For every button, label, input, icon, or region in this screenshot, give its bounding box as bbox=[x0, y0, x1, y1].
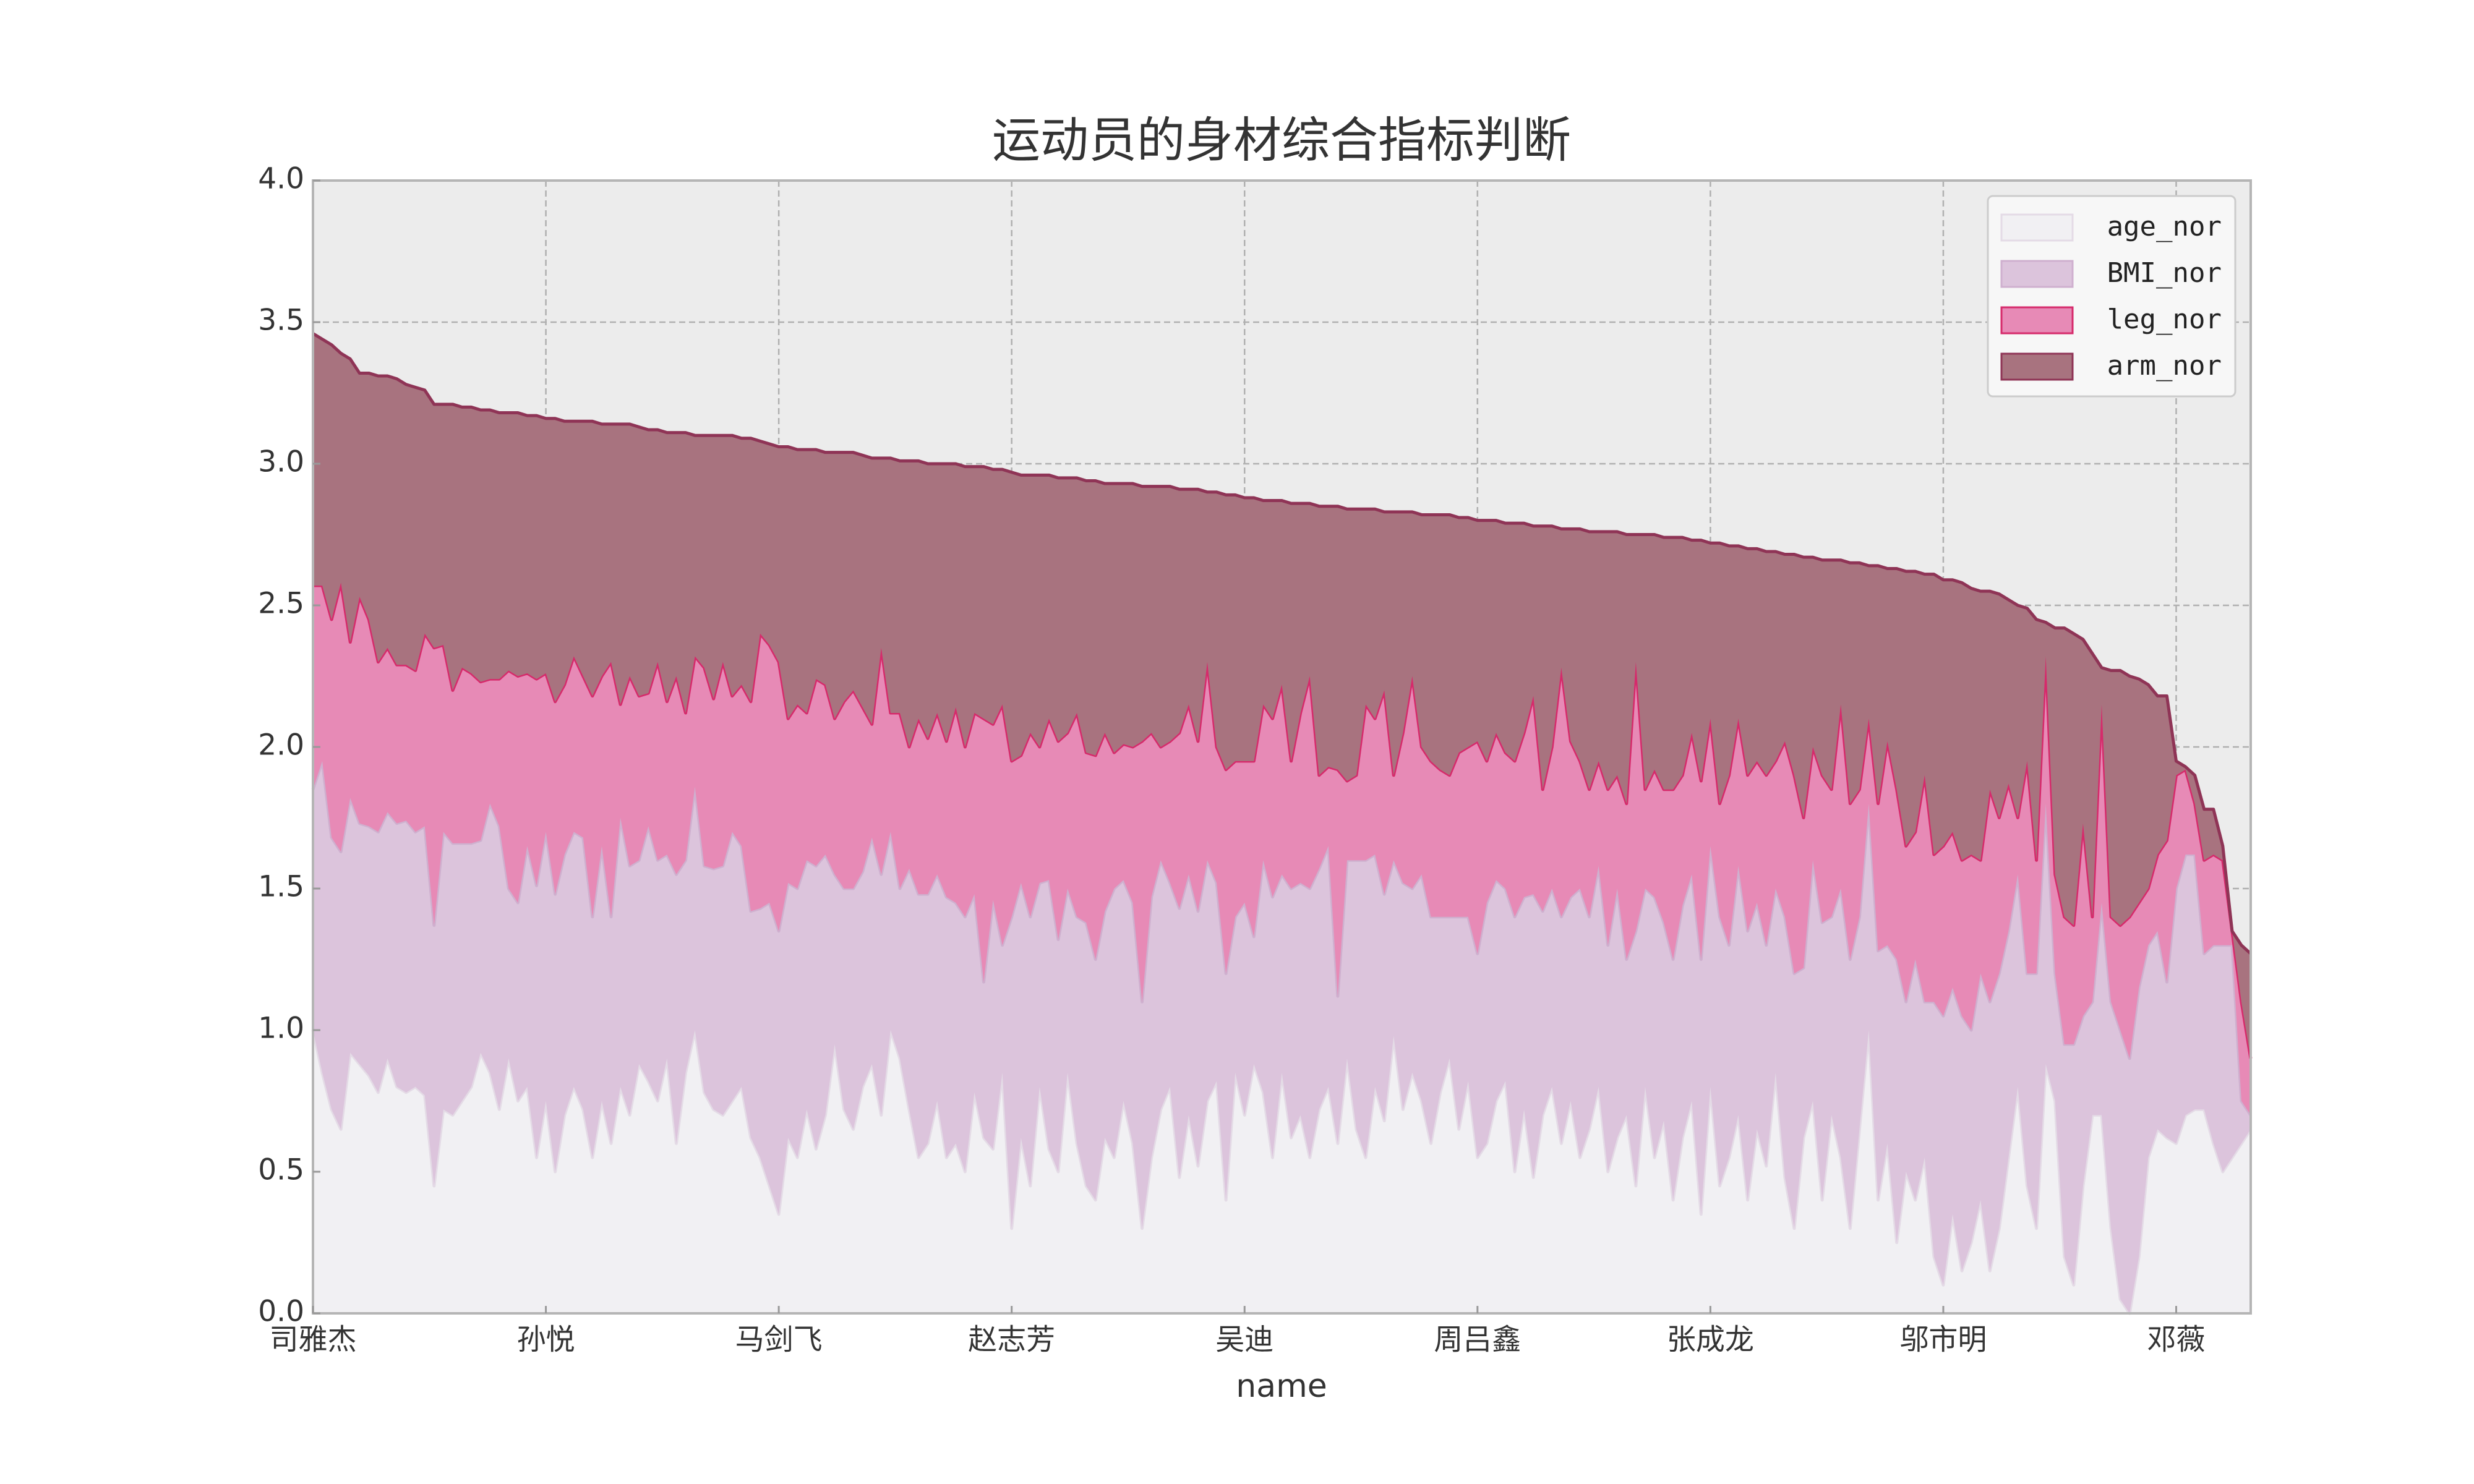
x-tick-label: 邓薇 bbox=[2147, 1323, 2206, 1357]
legend: age_nor BMI_nor leg_nor arm_nor bbox=[1987, 195, 2236, 398]
legend-label: age_nor bbox=[2107, 211, 2222, 242]
x-tick-label: 孙悦 bbox=[517, 1323, 575, 1357]
x-tick-label: 周吕鑫 bbox=[1434, 1323, 1521, 1357]
x-tick-label: 吴迪 bbox=[1215, 1323, 1273, 1357]
area bbox=[313, 1030, 2251, 1313]
legend-swatch bbox=[2000, 306, 2074, 335]
y-tick-label: 1.0 bbox=[258, 1012, 304, 1046]
x-tick-label: 张成龙 bbox=[1667, 1323, 1754, 1357]
y-tick-label: 3.5 bbox=[258, 304, 304, 338]
legend-swatch bbox=[2000, 260, 2074, 288]
legend-label: BMI_nor bbox=[2107, 257, 2222, 289]
x-tick-label: 邬市明 bbox=[1899, 1323, 1987, 1357]
labels: 0.0 0.5 1.0 1.5 2.0 2.5 3.0 3.5 4.0 司雅杰 孙悦 马剑飞 赵志芳 吴迪… bbox=[258, 162, 2205, 1357]
areas bbox=[311, 332, 2253, 1315]
y-tick-label: 2.5 bbox=[258, 587, 304, 621]
legend-swatch bbox=[2000, 352, 2074, 381]
x-tick-label: 马剑飞 bbox=[735, 1323, 823, 1357]
area-edge bbox=[312, 332, 2252, 955]
x-tick-label: 司雅杰 bbox=[270, 1323, 357, 1357]
chart-title: 运动员的身材综合指标判断 bbox=[992, 113, 1571, 168]
y-tick-label: 0.5 bbox=[258, 1153, 304, 1187]
y-tick-label: 0.0 bbox=[258, 1295, 304, 1329]
y-tick-label: 1.5 bbox=[258, 870, 304, 904]
legend-swatch bbox=[2000, 213, 2074, 242]
area bbox=[313, 582, 2251, 1115]
legend-label: leg_nor bbox=[2107, 304, 2222, 335]
legend-label: arm_nor bbox=[2107, 350, 2222, 382]
x-tick-label: 赵志芳 bbox=[968, 1323, 1055, 1357]
y-tick-label: 4.0 bbox=[258, 162, 304, 196]
x-axis-label: name bbox=[1236, 1368, 1327, 1405]
area bbox=[313, 761, 2251, 1313]
area bbox=[313, 333, 2251, 1059]
y-tick-label: 3.0 bbox=[258, 445, 304, 479]
legend-box bbox=[1987, 195, 2236, 398]
y-tick-label: 2.0 bbox=[258, 728, 304, 762]
